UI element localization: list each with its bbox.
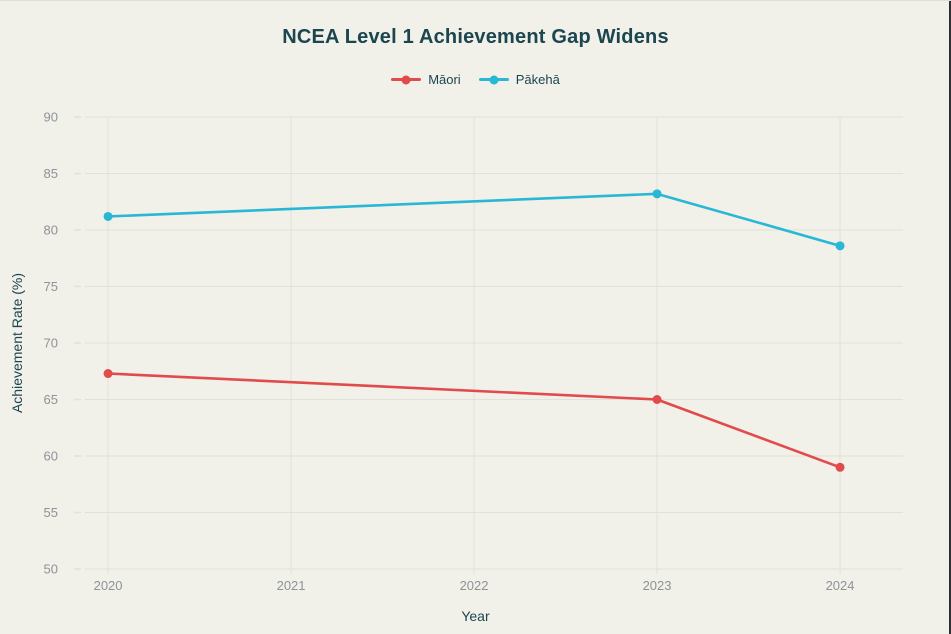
y-tick-label: 55: [44, 505, 58, 520]
y-tick-label: 65: [44, 392, 58, 407]
window-edge: [949, 1, 951, 634]
legend-line-swatch: [478, 75, 509, 84]
legend-dot-swatch: [489, 75, 499, 84]
data-point-series-1: [652, 189, 662, 199]
data-point-series-0: [103, 369, 113, 379]
x-tick-label: 2022: [460, 578, 489, 593]
legend: Māori Pākehā: [0, 72, 951, 87]
y-tick-label: 85: [44, 166, 58, 181]
y-tick-label: 50: [44, 562, 58, 577]
y-tick-label: 60: [44, 449, 58, 464]
legend-label-maori: Māori: [428, 72, 461, 87]
x-tick-label: 2021: [277, 578, 306, 593]
legend-item-maori: Māori: [391, 72, 461, 87]
x-axis-title: Year: [461, 608, 490, 624]
data-point-series-1: [103, 211, 113, 221]
x-tick-label: 2020: [94, 578, 123, 593]
legend-label-pakeha: Pākehā: [515, 72, 560, 87]
legend-dot-swatch: [401, 75, 411, 84]
legend-item-pakeha: Pākehā: [478, 72, 560, 87]
y-tick-label: 70: [44, 336, 58, 351]
data-point-series-1: [835, 241, 845, 251]
y-tick-label: 75: [44, 279, 58, 294]
x-tick-label: 2024: [826, 578, 855, 593]
chart-title: NCEA Level 1 Achievement Gap Widens: [282, 26, 669, 48]
y-tick-label: 80: [44, 223, 58, 238]
data-point-series-0: [835, 462, 845, 472]
data-point-series-0: [652, 395, 662, 404]
x-tick-label: 2023: [643, 578, 672, 593]
y-axis-title: Achievement Rate (%): [9, 272, 25, 414]
y-tick-label: 90: [44, 110, 58, 125]
legend-line-swatch: [391, 75, 422, 84]
